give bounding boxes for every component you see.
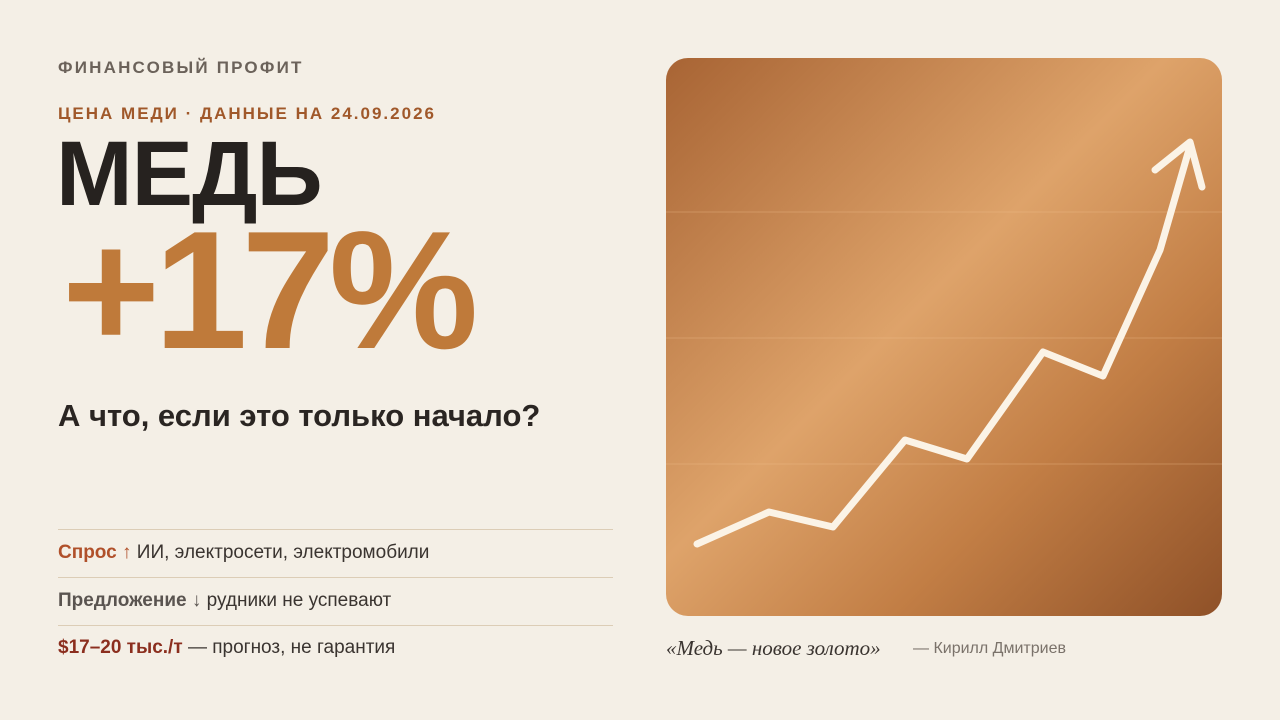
point-text: рудники не успевают [206,590,392,611]
brand: ФИНАНСОВЫЙ ПРОФИТ [58,58,304,77]
title: МЕДЬ [56,123,323,225]
point-label: Предложение [58,590,187,611]
question: А что, если это только начало? [58,398,541,433]
headline-figure: +17% [62,196,478,384]
illustration [666,58,1222,616]
quote-author: — Кирилл Дмитриев [913,640,1066,657]
point-label: $17–20 тыс./т [58,637,183,658]
divider [58,529,613,530]
divider [58,577,613,578]
divider [58,625,613,626]
point-text: ИИ, электросети, электромобили [136,542,430,563]
kicker: ЦЕНА МЕДИ · ДАННЫЕ НА 24.09.2026 [58,104,436,123]
trend-arrowhead [1151,138,1206,191]
point-label: Спрос [58,542,117,563]
quote: «Медь — новое золото» [666,636,881,660]
copper-panel [666,58,1222,616]
point-arrow: ↓ [191,590,202,611]
point: Спрос ↑ ИИ, электросети, электромобили [58,542,429,564]
trend-line [693,142,1194,548]
point: $17–20 тыс./т — прогноз, не гарантия [58,637,395,659]
point: Предложение ↓ рудники не успевают [58,590,391,612]
point-text: — прогноз, не гарантия [187,637,396,658]
point-arrow: ↑ [122,542,132,563]
